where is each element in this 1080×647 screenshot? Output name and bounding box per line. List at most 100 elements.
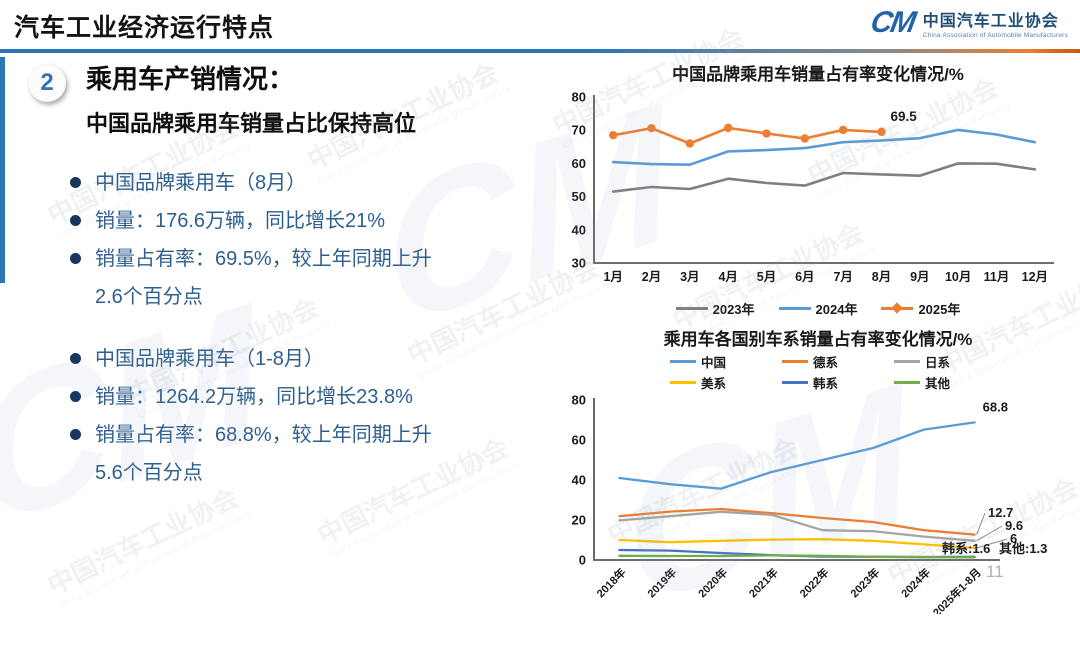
charts-panel: 中国品牌乘用车销量占有率变化情况/% 30 40 50 60 70 80 1月 2月 3月 4月 5… (556, 60, 1080, 619)
legend-swatch-icon (894, 381, 920, 384)
legend-label: 2025年 (918, 302, 961, 317)
y-tick-label: 80 (572, 393, 586, 408)
data-label-美系: 6 (1010, 531, 1017, 546)
data-label-韩系: 韩系:1.6 (942, 541, 990, 556)
section-heading: 乘用车产销情况： (86, 64, 295, 94)
header: 汽车工业经济运行特点 CM 中国汽车工业协会 China Association… (0, 0, 1080, 50)
watermark-text: 中国汽车工业协会 China Association of Automobile … (42, 482, 252, 611)
y-tick-label: 20 (572, 513, 586, 528)
bullet-item: 销量占有率：68.8%，较上年同期上升5.6个百分点 (70, 416, 470, 492)
org-logo: CM 中国汽车工业协会 China Association of Automob… (868, 6, 1068, 40)
y-tick-label: 50 (572, 189, 586, 204)
legend-item-韩系: 韩系 (782, 373, 854, 392)
chart1-legend: 2023年 2024年 2025年 (556, 299, 1080, 318)
chart2-legend-row2: 美系 韩系 其他 (556, 373, 1080, 392)
bullet-item: 销量占有率：69.5%，较上年同期上升2.6个百分点 (70, 240, 470, 316)
series-marker-2025年 (877, 127, 886, 137)
bullet-dot-icon (70, 177, 81, 188)
series-line-美系 (618, 538, 976, 550)
legend-label: 中国 (701, 356, 727, 370)
logo-org-name: 中国汽车工业协会 (922, 13, 1059, 30)
legend-swatch-icon (881, 302, 914, 314)
logo-cm-icon: CM (868, 6, 917, 39)
legend-item-2025年: 2025年 (881, 299, 960, 318)
x-tick-label: 2019年 (644, 565, 679, 600)
bullet-text: 销量：176.6万辆，同比增长21% (95, 210, 386, 232)
text-panel: 2 乘用车产销情况： 中国品牌乘用车销量占比保持高位 中国品牌乘用车（8月） 销量… (28, 62, 538, 492)
chart-brand-share-monthly: 中国品牌乘用车销量占有率变化情况/% 30 40 50 60 70 80 1月 2月 3月 4月 5… (556, 60, 1080, 318)
x-tick-label: 10月 (945, 270, 971, 284)
bullet-text: 中国品牌乘用车（1-8月） (95, 348, 324, 370)
chart-country-series-share: 乘用车各国别车系销量占有率变化情况/% 中国 德系 日系 美系 韩系 其他 0 20 40 6… (556, 325, 1080, 619)
legend-swatch-icon (894, 360, 920, 363)
chart1-title: 中国品牌乘用车销量占有率变化情况/% (672, 65, 964, 84)
header-divider (0, 49, 1080, 53)
bullet-dot-icon (70, 391, 81, 402)
x-tick-label: 2021年 (746, 565, 781, 600)
legend-item-2024年: 2024年 (778, 299, 857, 318)
series-marker-2025年 (647, 124, 656, 133)
y-tick-label: 60 (572, 433, 586, 448)
y-tick-label: 70 (572, 123, 586, 138)
legend-item-其他: 其他 (894, 373, 966, 392)
legend-item-2023年: 2023年 (675, 299, 755, 318)
x-tick-label: 12月 (1022, 270, 1048, 284)
x-tick-label: 8月 (872, 270, 891, 284)
legend-label: 其他 (925, 377, 951, 391)
data-label-德系: 12.7 (988, 505, 1013, 520)
x-tick-label: 9月 (910, 270, 929, 284)
legend-swatch-icon (670, 360, 696, 363)
series-marker-2025年 (723, 123, 733, 133)
series-line-德系 (618, 507, 976, 536)
page-number: 11 (986, 562, 1004, 581)
y-tick-label: 40 (572, 473, 586, 488)
data-label-日系: 9.6 (1005, 518, 1023, 533)
bullet-dot-icon (70, 353, 81, 364)
y-tick-label: 40 (572, 222, 586, 237)
x-tick-label: 7月 (833, 270, 852, 284)
series-marker-2025年 (838, 125, 848, 135)
bullet-dot-icon (70, 215, 81, 226)
series-marker-2025年 (685, 139, 695, 148)
legend-label: 美系 (701, 377, 727, 391)
data-label-其他: 其他:1.3 (999, 541, 1047, 556)
series-marker-2025年 (800, 134, 810, 143)
legend-swatch-icon (675, 307, 708, 310)
series-marker-2025年 (762, 129, 771, 138)
legend-item-德系: 德系 (782, 352, 854, 371)
left-accent-bar (0, 57, 5, 283)
label-leader-line-日系 (976, 525, 1003, 542)
data-label-中国: 68.8 (983, 399, 1008, 414)
chart2-legend-row1: 中国 德系 日系 (556, 352, 1080, 371)
x-tick-label: 6月 (795, 270, 814, 284)
x-tick-label: 1月 (603, 270, 622, 284)
y-tick-label: 60 (572, 156, 586, 171)
legend-item-日系: 日系 (894, 352, 966, 371)
bullet-item: 销量：1264.2万辆，同比增长23.8% (70, 378, 470, 416)
chart2-title: 乘用车各国别车系销量占有率变化情况/% (663, 330, 973, 349)
legend-label: 2023年 (712, 302, 755, 317)
bullet-item: 销量：176.6万辆，同比增长21% (70, 202, 470, 240)
x-tick-label: 11月 (984, 270, 1010, 284)
y-tick-label: 80 (572, 90, 586, 105)
series-line-2024年 (611, 128, 1037, 166)
series-marker-2025年 (608, 130, 618, 140)
legend-swatch-icon (782, 381, 808, 384)
bullet-text: 销量占有率：69.5%，较上年同期上升2.6个百分点 (95, 248, 432, 308)
x-tick-label: 2024年 (898, 565, 933, 600)
axes (593, 398, 1000, 561)
bullet-dot-icon (70, 429, 81, 440)
legend-item-中国: 中国 (670, 352, 742, 371)
data-label-2025-aug: 69.5 (891, 109, 918, 124)
bullet-text: 中国品牌乘用车（8月） (95, 172, 307, 194)
x-tick-label: 2020年 (695, 565, 730, 600)
x-tick-label: 5月 (757, 270, 776, 284)
logo-org-name-en: China Association of Automobile Manufact… (922, 32, 1068, 39)
chart1-plot: 30 40 50 60 70 80 1月 2月 3月 4月 5月 6月 7月 8月 9月 10月 11月 12月 6… (572, 90, 1054, 284)
legend-item-美系: 美系 (670, 373, 742, 392)
section-subheading: 中国品牌乘用车销量占比保持高位 (86, 111, 417, 136)
bullet-text: 销量占有率：68.8%，较上年同期上升5.6个百分点 (95, 424, 432, 484)
axes (593, 95, 1054, 264)
legend-label: 韩系 (813, 377, 839, 391)
x-tick-label: 2018年 (594, 565, 629, 600)
